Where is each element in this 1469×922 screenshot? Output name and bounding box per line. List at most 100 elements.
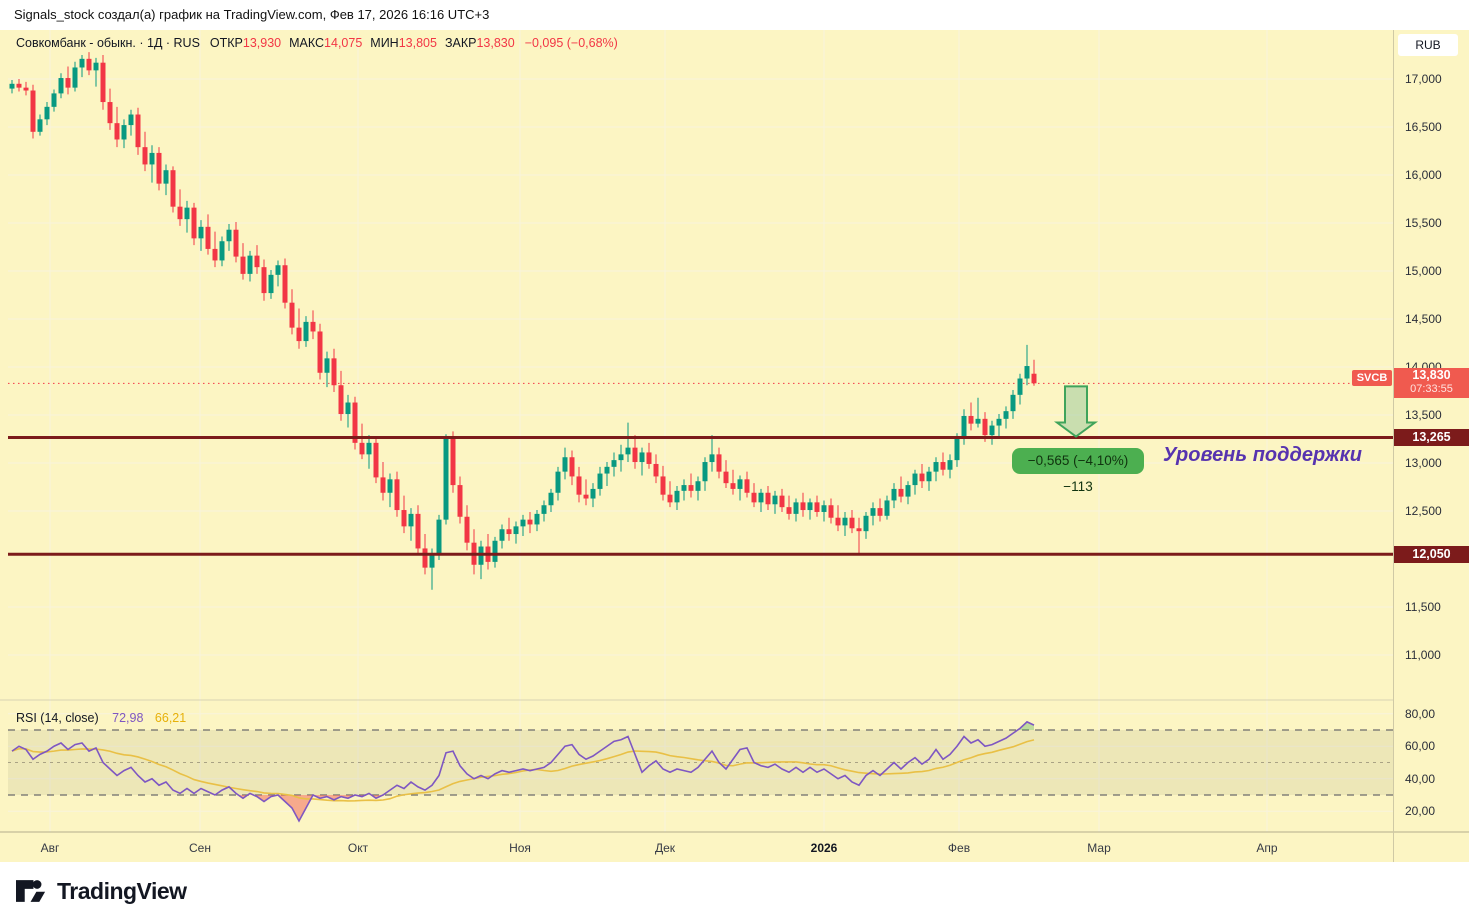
candle-body [898,488,904,497]
candle-body [268,274,274,294]
candle-body [940,462,946,470]
candle-body [793,502,799,514]
candle-body [618,454,624,461]
candle-body [1003,411,1009,419]
rsi-legend[interactable]: RSI (14, close) 72,98 66,21 [16,711,186,725]
candle-body [604,466,610,474]
candle-body [366,442,372,455]
month-label: Дек [654,841,676,855]
support-text-annotation[interactable]: Уровень поддержки [1163,444,1363,466]
year-label: 2026 [810,841,838,855]
candle-body [541,505,547,514]
candle-body [93,62,99,71]
price-tick-label: 15,000 [1405,264,1442,278]
footer: TradingView [0,862,1469,922]
candle-body [905,485,911,497]
candle-body [709,454,715,463]
candle-body [891,488,897,501]
tradingview-logo-icon [16,880,46,902]
chart-area[interactable]: Совкомбанк - обыкн. · 1Д · RUS ОТКР13,930… [0,30,1469,862]
candle-body [926,471,932,482]
candle-body [527,519,533,525]
rsi-ma-value: 66,21 [154,711,187,725]
symbol-legend[interactable]: Совкомбанк - обыкн. · 1Д · RUS ОТКР13,930… [16,36,618,50]
candle-body [65,78,71,88]
chart-canvas[interactable] [0,30,1469,862]
month-label: Ноя [509,841,531,855]
price-tick-label: 16,000 [1405,168,1442,182]
candle-body [324,358,330,373]
candle-body [107,102,113,124]
candle-body [149,152,155,165]
symbol-tag: SVCB [1352,370,1392,386]
rsi-tick-label: 60,00 [1405,739,1436,754]
candle-body [674,490,680,503]
candle-body [814,502,820,512]
candle-body [450,438,456,486]
candle-body [100,62,106,103]
currency-button[interactable]: RUB [1398,34,1458,56]
ohlc-label: МАКС [289,36,325,50]
candle-body [625,447,631,455]
candle-body [534,513,540,525]
candle-body [849,517,855,529]
candle-body [933,462,939,472]
candle-body [226,229,232,242]
candle-body [653,463,659,477]
candle-body [688,485,694,491]
price-tick-label: 16,500 [1405,120,1442,134]
candle-body [513,526,519,535]
ohlc-label: ЗАКР [444,36,477,50]
candle-body [415,513,421,549]
candle-body [373,442,379,478]
candle-body [548,492,554,506]
candle-body [744,479,750,493]
change-value: −0,095 (−0,68%) [524,36,618,50]
candle-body [128,114,134,126]
last-price-value: 13,830 [1412,368,1451,382]
candle-body [205,226,211,249]
month-label: Сен [189,841,211,855]
candle-body [765,492,771,505]
candle-body [583,494,589,499]
candle-body [443,438,449,520]
measure-tool-label[interactable]: −0,565 (−4,10%) −113 [1012,448,1144,494]
candle-body [163,170,169,184]
candle-body [79,58,85,68]
candle-body [240,256,246,274]
tradingview-logo[interactable]: TradingView [16,876,187,906]
candle-body [457,485,463,517]
candle-body [681,485,687,491]
candle-body [779,495,785,508]
candle-body [338,385,344,415]
candle-body [1010,394,1016,412]
time-axis[interactable]: Авг Сен Окт Ноя Дек 2026 Фев Мар Апр [0,832,1393,862]
candle-body [345,402,351,415]
ohlc-value: 13,930 [242,36,282,50]
candle-body [177,206,183,220]
rsi-tick-label: 40,00 [1405,771,1436,786]
candle-body [611,460,617,467]
month-label: Мар [1087,841,1111,855]
last-price-label: 13,830 07:33:55 [1394,368,1469,398]
candle-body [296,327,302,342]
candle-body [667,494,673,503]
price-tick-label: 15,500 [1405,216,1442,230]
candle-body [961,415,967,439]
candle-body [968,415,974,424]
candle-body [1031,373,1037,384]
rsi-tick-label: 20,00 [1405,804,1436,819]
candle-body [51,93,57,107]
measure-arrow-drawing[interactable] [1053,385,1099,438]
tradingview-logo-text: TradingView [57,877,187,904]
price-scale[interactable]: RUB 17,000 16,500 16,000 15,500 15,000 14,500… [1393,30,1469,862]
candle-body [331,358,337,386]
candle-body [184,207,190,220]
candle-body [919,473,925,482]
candle-body [597,473,603,489]
candle-body [16,83,22,88]
candle-body [807,502,813,511]
candle-body [359,442,365,455]
candle-body [247,255,253,274]
price-tick-label: 14,500 [1405,312,1442,326]
